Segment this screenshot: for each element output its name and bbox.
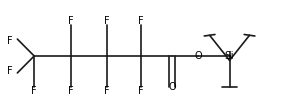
Text: F: F: [7, 36, 12, 46]
Text: F: F: [69, 86, 74, 96]
Text: F: F: [7, 66, 12, 76]
Text: F: F: [69, 16, 74, 26]
Text: O: O: [194, 51, 202, 61]
Text: F: F: [138, 86, 144, 96]
Text: Si: Si: [225, 51, 234, 61]
Text: F: F: [104, 86, 110, 96]
Text: F: F: [138, 16, 144, 26]
Text: F: F: [104, 16, 110, 26]
Text: O: O: [168, 82, 176, 92]
Text: F: F: [31, 86, 37, 96]
